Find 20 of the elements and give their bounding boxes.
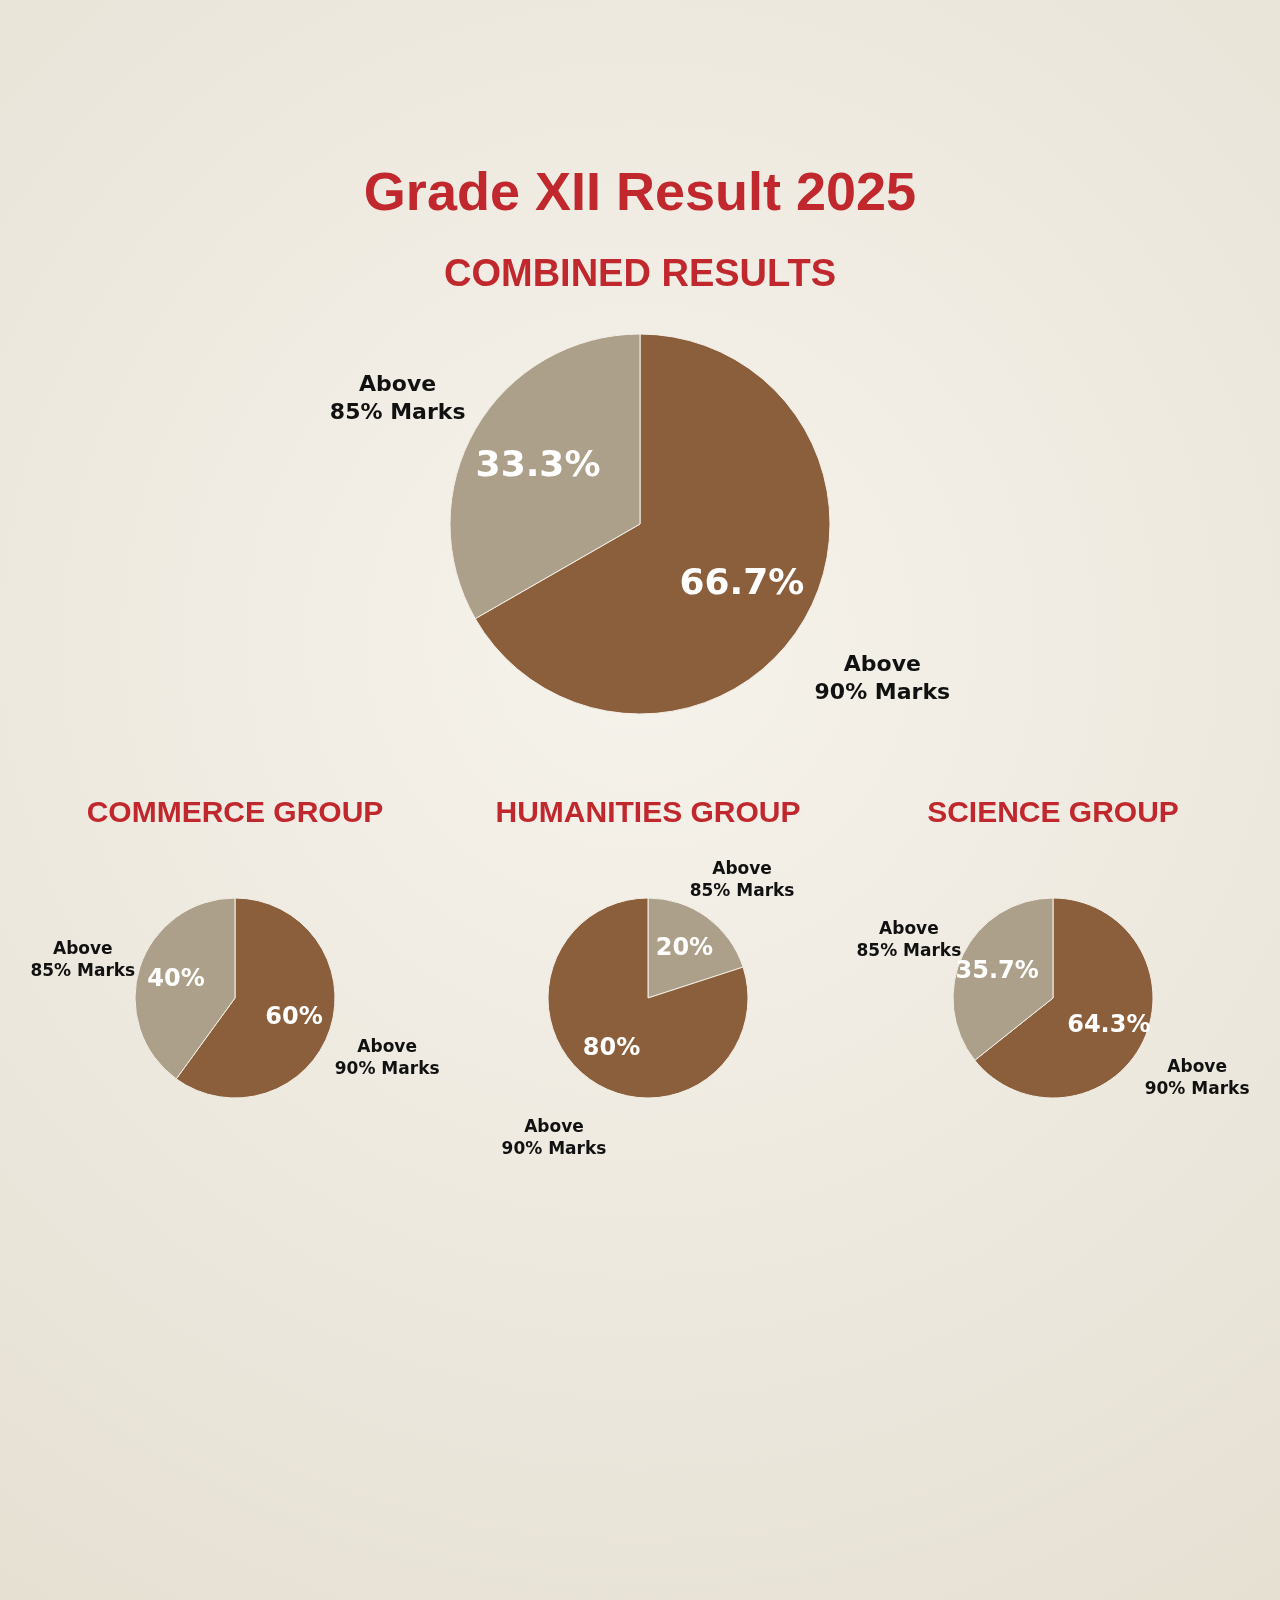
data-label: 66.7% <box>679 561 805 603</box>
slice-label: Above 85% Marks <box>689 857 795 900</box>
slice-label: Above 90% Marks <box>501 1116 607 1159</box>
chart-title: SCIENCE GROUP <box>927 795 1179 828</box>
data-label: 80% <box>582 1033 641 1062</box>
data-label: 33.3% <box>475 442 601 484</box>
data-label: 20% <box>655 932 714 961</box>
slice-label: Above 90% Marks <box>334 1036 440 1079</box>
slice-label: Above 90% Marks <box>814 651 951 705</box>
chart-subtitle: COMBINED RESULTS <box>444 252 836 294</box>
data-label: 60% <box>265 1002 323 1031</box>
slice-label: Above 85% Marks <box>329 370 466 424</box>
chart-title: Grade XII Result 2025 <box>362 160 918 222</box>
data-label: 40% <box>147 963 205 992</box>
data-label: 64.3% <box>1067 1009 1151 1038</box>
chart-title: HUMANITIES GROUP <box>495 795 801 828</box>
chart-title: COMMERCE GROUP <box>86 795 384 828</box>
pie-slice <box>547 897 749 1099</box>
slice-label: Above 90% Marks <box>1144 1056 1250 1099</box>
slice-label: Above 85% Marks <box>30 937 136 980</box>
